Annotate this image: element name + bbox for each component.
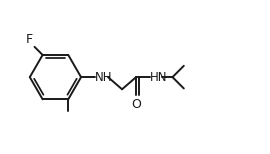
Text: F: F xyxy=(25,33,32,46)
Text: HN: HN xyxy=(150,71,168,84)
Text: NH: NH xyxy=(95,71,113,84)
Text: O: O xyxy=(131,98,141,111)
